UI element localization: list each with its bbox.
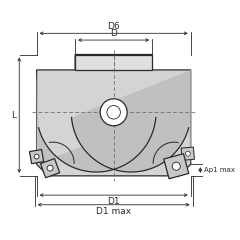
Text: D1 max: D1 max bbox=[96, 207, 131, 216]
Text: D: D bbox=[110, 29, 117, 38]
Polygon shape bbox=[37, 70, 156, 172]
Text: D6: D6 bbox=[107, 22, 120, 31]
Circle shape bbox=[185, 151, 190, 156]
Circle shape bbox=[172, 162, 180, 170]
Polygon shape bbox=[164, 154, 189, 179]
Polygon shape bbox=[41, 159, 60, 178]
Polygon shape bbox=[181, 147, 194, 160]
Text: Ap1 max: Ap1 max bbox=[204, 167, 235, 173]
Circle shape bbox=[47, 165, 53, 171]
Circle shape bbox=[34, 154, 39, 159]
Polygon shape bbox=[75, 54, 152, 70]
Polygon shape bbox=[30, 150, 44, 164]
Circle shape bbox=[100, 99, 127, 126]
Text: L: L bbox=[11, 111, 16, 120]
Text: D1: D1 bbox=[107, 197, 120, 206]
Circle shape bbox=[107, 106, 120, 119]
Polygon shape bbox=[72, 70, 191, 172]
Polygon shape bbox=[37, 54, 191, 176]
